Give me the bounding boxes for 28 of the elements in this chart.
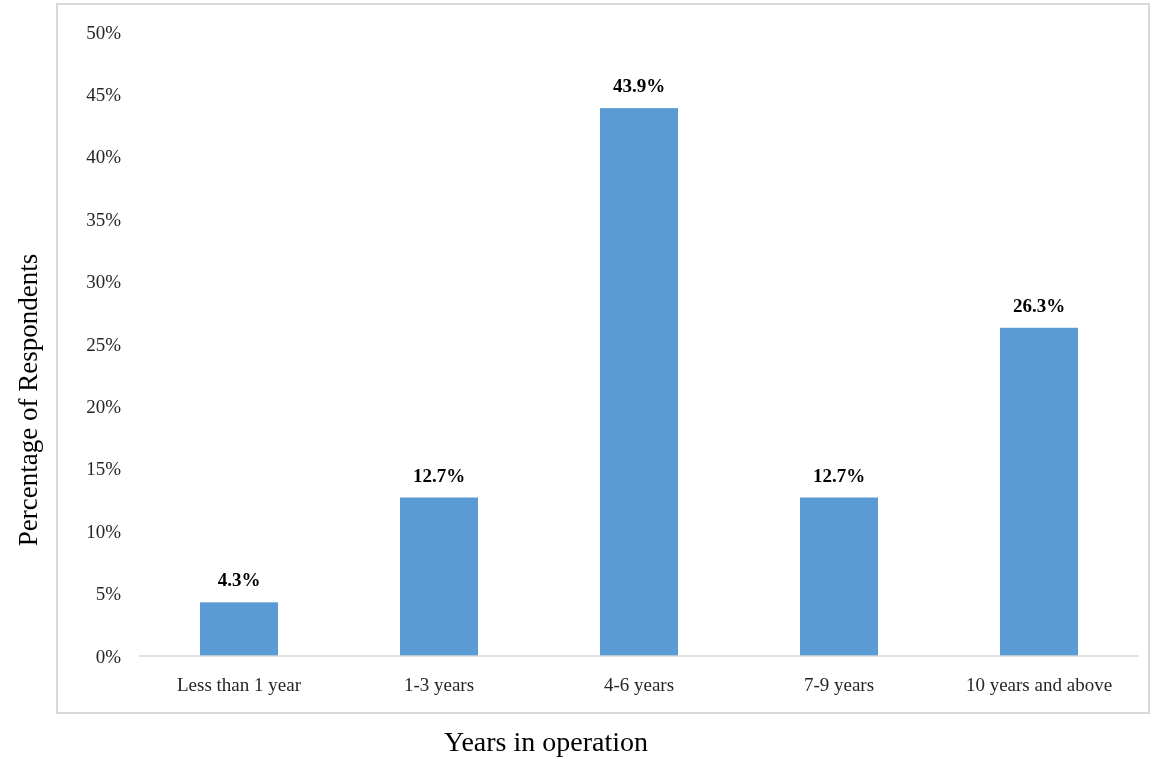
y-tick-label: 30% [86, 271, 122, 293]
x-tick-label: Less than 1 year [177, 674, 302, 695]
y-tick-label: 20% [86, 396, 122, 418]
y-tick-label: 0% [95, 645, 122, 667]
bar [600, 108, 678, 656]
data-label: 26.3% [1012, 294, 1066, 316]
bar [400, 497, 478, 656]
data-label: 12.7% [412, 464, 466, 486]
x-tick-label: 7-9 years [803, 674, 875, 695]
y-tick-label: 15% [86, 458, 122, 480]
x-axis-title: Years in operation [443, 726, 649, 757]
data-label: 4.3% [217, 569, 261, 591]
x-tick-label: 10 years and above [965, 674, 1113, 695]
x-tick-label: 4-6 years [603, 674, 675, 695]
y-tick-label: 40% [86, 146, 122, 168]
bar [800, 497, 878, 656]
y-tick-label: 45% [86, 84, 122, 106]
x-tick-label: 1-3 years [403, 674, 475, 695]
y-tick-label: 5% [95, 583, 122, 605]
y-tick-label: 25% [86, 333, 122, 355]
y-tick-label: 10% [86, 520, 122, 542]
data-label: 43.9% [612, 75, 666, 97]
y-tick-label: 50% [86, 21, 122, 43]
y-axis-title: Percentage of Respondents [13, 253, 43, 547]
bar [200, 602, 278, 656]
y-tick-label: 35% [86, 208, 122, 230]
bar [1000, 327, 1078, 656]
data-label: 12.7% [812, 464, 866, 486]
